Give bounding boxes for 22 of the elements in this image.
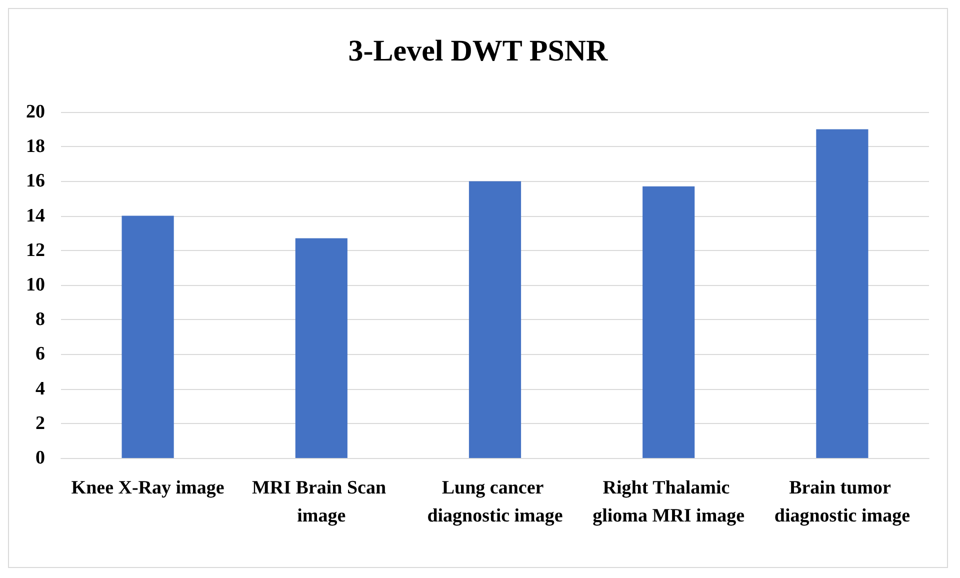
x-tick-label: MRI Brain Scan image [252,478,391,526]
y-tick-label: 4 [36,378,46,400]
bar [816,129,868,458]
y-tick-label: 10 [26,274,45,296]
y-tick-label: 12 [26,240,45,261]
x-tick-label: Knee X-Ray image [71,478,224,498]
y-tick-label: 8 [36,309,45,330]
bar [468,181,522,458]
y-tick-label: 18 [26,136,45,158]
x-tick-label: Right Thalamic glioma MRI image [592,478,745,526]
bar [642,186,695,458]
bar [122,216,174,458]
y-tick-label: 0 [36,448,45,468]
x-tick-label: Brain tumor diagnostic image [774,478,910,526]
y-tick-label: 6 [36,344,45,365]
y-tick-label: 20 [26,102,45,122]
x-tick-label: Lung cancer diagnostic image [427,478,563,526]
y-tick-label: 14 [26,205,46,226]
bar [295,238,348,458]
chart-title: 3-Level DWT PSNR [348,34,608,68]
y-tick-label: 16 [26,170,45,192]
y-tick-label: 2 [36,412,45,434]
